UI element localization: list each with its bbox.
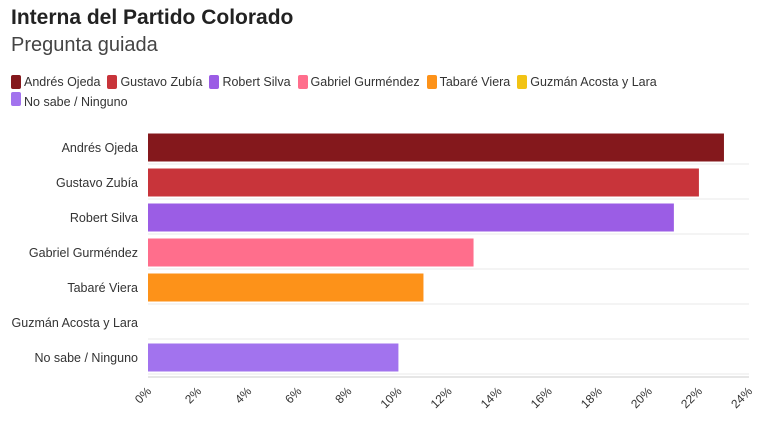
legend-item: Robert Silva — [209, 73, 291, 91]
x-tick-label: 0% — [132, 384, 154, 406]
legend-item: Guzmán Acosta y Lara — [517, 73, 657, 91]
chart-subtitle: Pregunta guiada — [11, 34, 158, 56]
x-tick-label: 22% — [678, 384, 705, 411]
legend-item: Tabaré Viera — [426, 73, 511, 91]
legend-label: Andrés Ojeda — [24, 75, 101, 89]
x-tick-label: 20% — [628, 384, 655, 411]
x-tick-label: 8% — [332, 384, 354, 406]
legend-swatch — [297, 75, 308, 89]
legend-item: Andrés Ojeda — [11, 73, 100, 91]
category-label: Andrés Ojeda — [62, 141, 138, 155]
legend-label: No sabe / Ninguno — [24, 95, 128, 109]
x-tick-label: 12% — [428, 384, 455, 411]
category-label: No sabe / Ninguno — [34, 351, 138, 365]
x-tick-label: 16% — [528, 384, 555, 411]
category-label: Gustavo Zubía — [56, 176, 138, 190]
legend-swatch — [426, 75, 437, 89]
legend-label: Gabriel Gurméndez — [310, 75, 420, 89]
legend-swatch — [517, 75, 528, 89]
legend-swatch — [209, 75, 220, 89]
legend-label: Robert Silva — [222, 75, 291, 89]
legend-label: Tabaré Viera — [439, 75, 511, 89]
x-tick-label: 14% — [478, 384, 505, 411]
legend-label: Gustavo Zubía — [120, 75, 203, 89]
bar — [148, 168, 699, 197]
x-tick-label: 24% — [728, 384, 755, 411]
x-tick-label: 4% — [232, 384, 254, 406]
category-label: Guzmán Acosta y Lara — [12, 316, 139, 330]
bar — [148, 203, 674, 232]
chart-title: Interna del Partido Colorado — [11, 6, 294, 29]
category-label: Tabaré Viera — [67, 281, 138, 295]
x-tick-label: 6% — [282, 384, 304, 406]
legend-swatch — [11, 75, 21, 89]
bar — [148, 238, 474, 267]
bar — [148, 133, 724, 162]
legend-swatch — [11, 92, 21, 106]
legend-item: No sabe / Ninguno — [11, 92, 704, 110]
category-label: Gabriel Gurméndez — [29, 246, 138, 260]
x-tick-label: 2% — [182, 384, 204, 406]
legend-label: Guzmán Acosta y Lara — [530, 75, 657, 89]
legend-item: Gustavo Zubía — [107, 73, 202, 91]
legend-item: Gabriel Gurméndez — [297, 73, 420, 91]
bar — [148, 343, 399, 372]
category-label: Robert Silva — [70, 211, 138, 225]
bar — [148, 273, 424, 302]
legend-swatch — [107, 75, 118, 89]
x-tick-label: 18% — [578, 384, 605, 411]
chart-legend: Andrés Ojeda Gustavo Zubía Robert Silva Gab… — [11, 73, 711, 110]
x-tick-label: 10% — [378, 384, 405, 411]
